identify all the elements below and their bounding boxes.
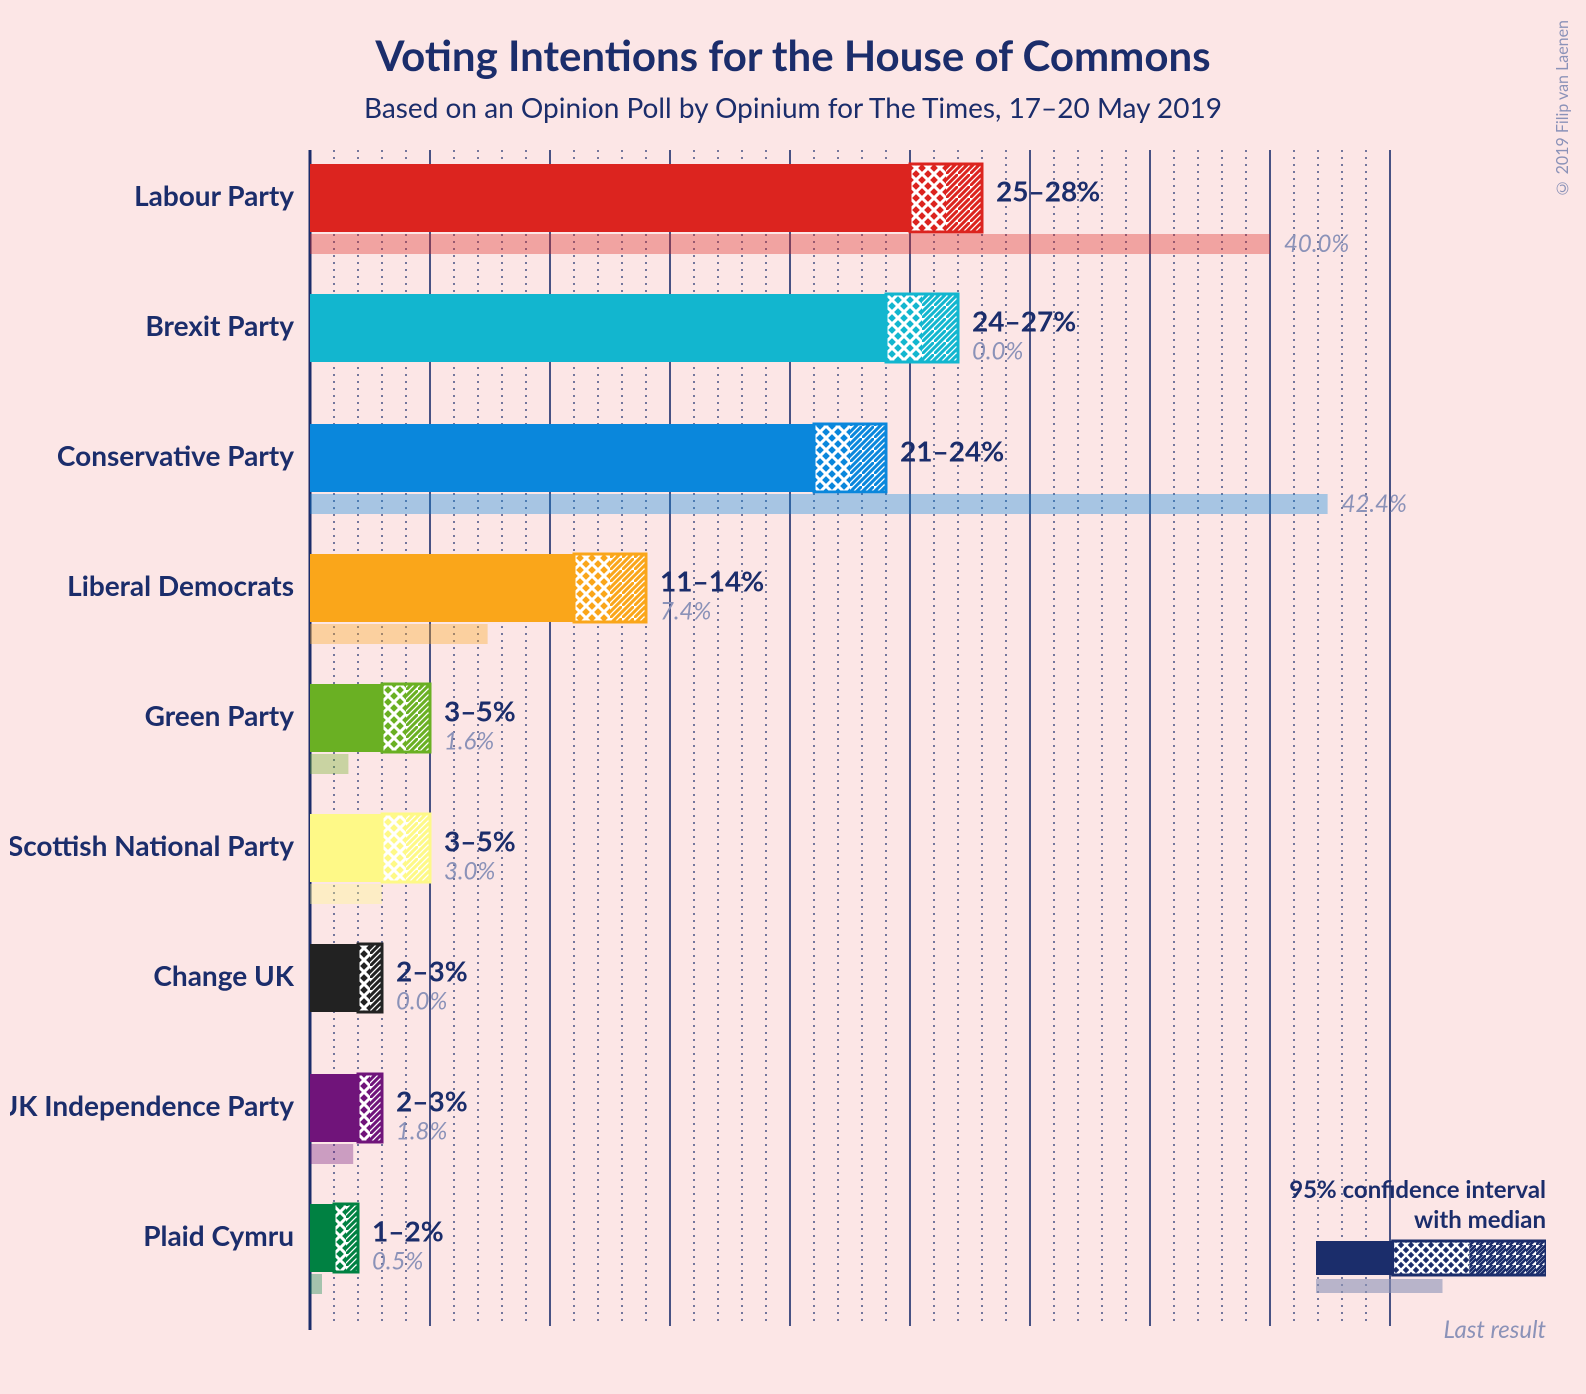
party-label: Scottish National Party — [10, 828, 294, 862]
party-range: 3–5% — [444, 693, 516, 727]
party-range: 2–3% — [396, 1083, 468, 1117]
party-prev: 1.8% — [396, 1116, 447, 1145]
party-row: Scottish National Party 3–5%3.0% — [10, 814, 516, 904]
party-range: 24–27% — [972, 303, 1076, 337]
party-label: Conservative Party — [57, 438, 294, 472]
legend-ci-label: 95% confidence interval with median — [1289, 1175, 1546, 1235]
copyright: © 2019 Filip van Laenen — [1553, 20, 1572, 197]
party-label: Liberal Democrats — [67, 568, 294, 602]
party-label: Labour Party — [134, 178, 294, 212]
party-prev: 3.0% — [444, 856, 495, 885]
party-label: Green Party — [145, 698, 295, 732]
party-prev: 7.4% — [660, 596, 711, 625]
party-row: Plaid Cymru 1–2%0.5% — [143, 1204, 443, 1294]
party-range: 2–3% — [396, 953, 468, 987]
party-row: Green Party 3–5%1.6% — [145, 684, 516, 774]
party-row: Conservative Party 21–24% 42.4% — [57, 424, 1407, 518]
party-row: Brexit Party 24–27%0.0% — [145, 294, 1076, 365]
party-prev: 40.0% — [1284, 229, 1349, 258]
party-label: Plaid Cymru — [143, 1218, 294, 1252]
party-prev: 0.0% — [396, 986, 447, 1015]
chart-title: Voting Intentions for the House of Commo… — [0, 30, 1586, 80]
party-row: Liberal Democrats 11–14%7.4% — [67, 554, 764, 644]
party-range: 11–14% — [660, 563, 764, 597]
party-prev: 0.5% — [372, 1246, 423, 1275]
party-range: 1–2% — [372, 1213, 444, 1247]
party-label: Brexit Party — [145, 308, 294, 342]
party-range: 25–28% — [996, 173, 1100, 207]
party-range: 3–5% — [444, 823, 516, 857]
party-row: UK Independence Party 2–3%1.8% — [10, 1074, 468, 1164]
party-prev: 0.0% — [972, 336, 1023, 365]
party-label: Change UK — [153, 958, 294, 992]
party-prev: 42.4% — [1342, 489, 1407, 518]
legend-last-label: Last result — [1289, 1315, 1546, 1344]
legend: 95% confidence interval with median Last… — [1289, 1175, 1546, 1344]
party-row: Labour Party 25–28% 40.0% — [134, 164, 1349, 258]
legend-swatch — [1316, 1235, 1546, 1305]
chart-subtitle: Based on an Opinion Poll by Opinium for … — [0, 90, 1586, 124]
party-prev: 1.6% — [444, 726, 494, 755]
party-range: 21–24% — [900, 433, 1004, 467]
party-row: Change UK 2–3%0.0% — [153, 944, 467, 1015]
party-label: UK Independence Party — [10, 1088, 294, 1122]
